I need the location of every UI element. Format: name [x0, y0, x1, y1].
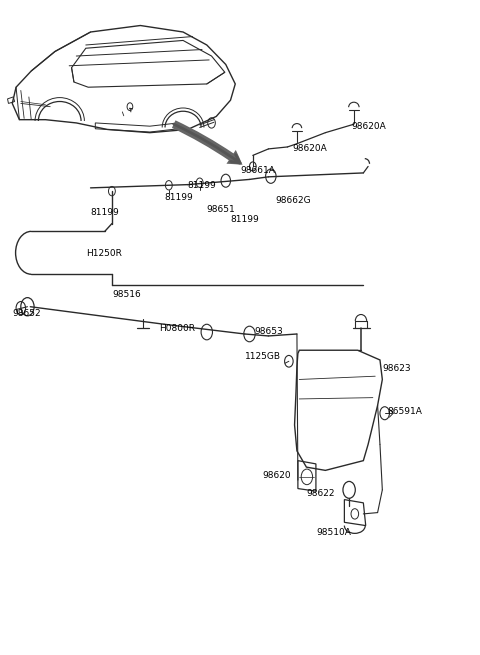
- Text: 98623: 98623: [383, 364, 411, 373]
- Text: 98510A: 98510A: [316, 527, 351, 536]
- Text: H1250R: H1250R: [86, 249, 122, 258]
- Text: 81199: 81199: [230, 215, 259, 224]
- Text: 98622: 98622: [306, 489, 335, 498]
- Text: 1125GB: 1125GB: [245, 352, 281, 361]
- Text: 98620A: 98620A: [351, 122, 386, 130]
- Text: 98661A: 98661A: [240, 166, 275, 175]
- Text: 86591A: 86591A: [387, 407, 422, 417]
- Text: 98662G: 98662G: [276, 196, 311, 206]
- FancyArrowPatch shape: [172, 121, 242, 165]
- Text: 81199: 81199: [91, 208, 120, 217]
- Text: 98653: 98653: [254, 327, 283, 336]
- Text: 98620A: 98620A: [292, 144, 327, 153]
- Text: 81199: 81199: [188, 181, 216, 191]
- FancyArrowPatch shape: [174, 124, 240, 163]
- Text: 98620: 98620: [263, 471, 291, 480]
- Text: 81199: 81199: [164, 193, 193, 202]
- Text: H0800R: H0800R: [159, 324, 195, 333]
- Text: 98652: 98652: [12, 309, 41, 318]
- Text: 98651: 98651: [207, 205, 236, 214]
- Text: 98516: 98516: [112, 290, 141, 299]
